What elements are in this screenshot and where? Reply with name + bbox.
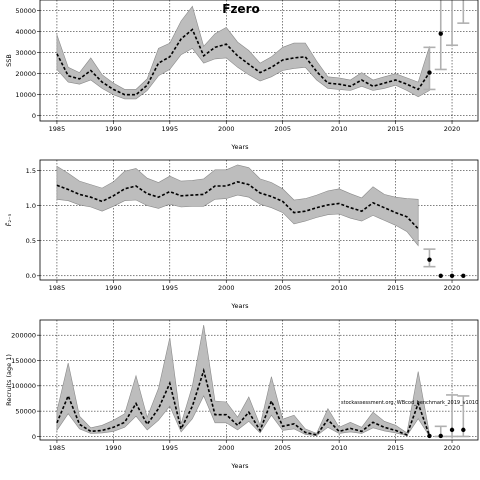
fbar-ytick-label-1: 1.0 [26, 202, 36, 210]
fbar-projection-point-2021 [461, 273, 466, 278]
fbar-estimate-line [56, 180, 419, 230]
recruits-y-axis-label: Recruits (age 1) [5, 354, 13, 406]
ssb-projection-point-2019 [438, 31, 443, 36]
ssb-xtick-label-2010: 2010 [331, 125, 348, 133]
fbar-plot-frame [39, 159, 479, 281]
ssb-ytick-label-50000: 50000 [15, 7, 36, 15]
recruits-xtick-label-1985: 1985 [49, 444, 66, 452]
ssb-confidence-band [56, 5, 430, 100]
fbar-xtick-label-2015: 2015 [387, 284, 404, 292]
ssb-plot-frame [39, 0, 479, 122]
ssb-ytick-label-10000: 10000 [15, 91, 36, 99]
fbar-xtick-label-2000: 2000 [218, 284, 235, 292]
fbar-xtick-label-2005: 2005 [274, 284, 291, 292]
recruits-ytick-label-200000: 200000 [11, 331, 36, 339]
recruits-plot-frame [39, 319, 479, 441]
fbar-ytick-label-1.5: 1.5 [26, 167, 36, 175]
fbar-xtick-label-1995: 1995 [162, 284, 179, 292]
ssb-xtick-label-2015: 2015 [387, 125, 404, 133]
fbar-xtick-label-1985: 1985 [49, 284, 66, 292]
recruits-xtick-label-2020: 2020 [444, 444, 461, 452]
ssb-panel: 1985 1990 1995 2000 2005 2010 2015 2020 0 10000 20… [5, 0, 479, 151]
recruits-ytick-label-100000: 100000 [11, 382, 36, 390]
recruits-projection-point-2021 [461, 427, 466, 433]
fbar-projection-point-2018 [427, 257, 432, 262]
fbar-xtick-label-2010: 2010 [331, 284, 348, 292]
ssb-x-axis-label: Years [230, 143, 249, 151]
recruits-ytick-label-150000: 150000 [11, 357, 36, 365]
recruits-estimate-line [56, 367, 431, 437]
recruits-xtick-label-2000: 2000 [218, 444, 235, 452]
ssb-projection-point-2018 [427, 70, 432, 75]
fbar-x-axis-label: Years [230, 302, 249, 310]
recruits-x-axis-label: Years [230, 462, 249, 470]
recruits-xtick-label-2005: 2005 [274, 444, 291, 452]
ssb-xtick-label-2005: 2005 [274, 125, 291, 133]
fbar-confidence-band [56, 164, 419, 247]
recruits-xtick-label-2010: 2010 [331, 444, 348, 452]
recruits-xtick-label-1990: 1990 [105, 444, 122, 452]
credit-text: stockassessment.org, WBcod_benchmark_201… [341, 400, 478, 406]
ssb-xtick-label-1995: 1995 [162, 125, 179, 133]
chart-title: Fzero [222, 2, 259, 16]
recruits-ytick-label-50000: 50000 [15, 407, 36, 415]
fbar-projection-point-2019 [438, 273, 443, 278]
fbar-projection-point-2020 [449, 273, 455, 278]
fbar-ytick-label-0: 0.0 [26, 272, 36, 280]
ssb-estimate-line [56, 28, 431, 96]
fbar-ytick-label-0.5: 0.5 [26, 237, 36, 245]
ssb-y-axis-label: SSB [5, 54, 13, 67]
ssb-xtick-label-1990: 1990 [105, 125, 122, 133]
fbar-xtick-label-2020: 2020 [444, 284, 461, 292]
recruits-ytick-label-0: 0 [32, 433, 36, 441]
recruits-projection-point-2018 [427, 433, 432, 439]
recruits-xtick-label-1995: 1995 [162, 444, 179, 452]
recruits-projection-point-2020 [449, 427, 455, 433]
recruits-projection-point-2019 [438, 433, 443, 439]
fbar-xtick-label-1990: 1990 [105, 284, 122, 292]
ssb-xtick-label-1985: 1985 [49, 125, 66, 133]
recruits-xtick-label-2015: 2015 [387, 444, 404, 452]
ssb-ytick-label-40000: 40000 [15, 28, 36, 36]
ssb-ytick-label-30000: 30000 [15, 49, 36, 57]
recruits-panel: 1985 1990 1995 2000 2005 2010 2015 2020 0 50000 10… [5, 319, 479, 470]
ssb-ytick-label-0: 0 [32, 112, 36, 120]
ssb-ytick-label-20000: 20000 [15, 70, 36, 78]
fbar-y-axis-label: F̄₂₋₅ [4, 213, 13, 226]
ssb-xtick-label-2000: 2000 [218, 125, 235, 133]
fbar-panel: 1985 1990 1995 2000 2005 2010 2015 2020 0.0 0.5 1.… [4, 159, 479, 310]
ssb-xtick-label-2020: 2020 [444, 125, 461, 133]
